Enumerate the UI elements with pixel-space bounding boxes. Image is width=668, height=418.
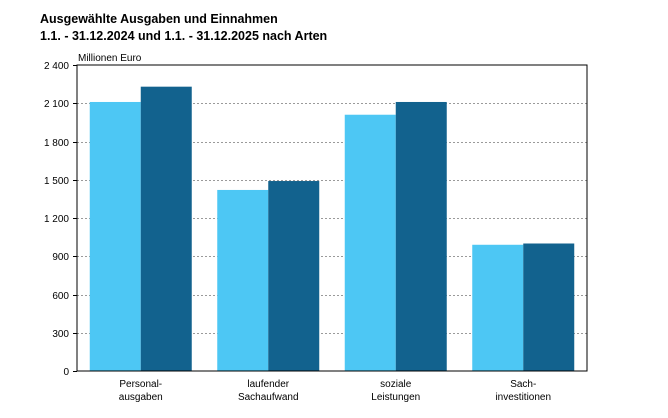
x-category-label: Sach- bbox=[510, 379, 536, 390]
y-tick-label: 1 500 bbox=[44, 176, 69, 187]
y-axis-ticks: 0 300 600 900 1 200 1 500 1 800 2 100 2 400 bbox=[44, 61, 77, 378]
chart-title: Ausgewählte Ausgaben und Einnahmen 1.1. … bbox=[40, 11, 327, 45]
bar bbox=[344, 114, 396, 371]
bar bbox=[268, 181, 320, 371]
title-line-2: 1.1. - 31.12.2024 und 1.1. - 31.12.2025 … bbox=[40, 29, 328, 43]
y-tick-label: 900 bbox=[52, 252, 69, 263]
x-category-label: soziale bbox=[380, 379, 412, 390]
bars bbox=[89, 86, 575, 372]
x-category-label: ausgaben bbox=[119, 392, 163, 403]
y-tick-label: 2 400 bbox=[44, 61, 69, 72]
bar bbox=[395, 101, 447, 371]
y-tick-label: 2 100 bbox=[44, 99, 69, 110]
y-unit-label: Millionen Euro bbox=[78, 53, 142, 64]
bar bbox=[89, 101, 141, 371]
x-axis-ticks: Personal-ausgaben laufender Sachaufwand soz… bbox=[119, 379, 551, 403]
x-category-label: Leistungen bbox=[371, 392, 420, 403]
x-category-label: Sachaufwand bbox=[238, 392, 299, 403]
y-tick-label: 600 bbox=[52, 291, 69, 302]
y-tick-label: 1 200 bbox=[44, 214, 69, 225]
y-tick-label: 300 bbox=[52, 329, 69, 340]
x-category-label: laufender bbox=[247, 379, 289, 390]
bar bbox=[140, 86, 192, 372]
x-category-label: Personal- bbox=[119, 379, 162, 390]
bar bbox=[472, 244, 524, 371]
y-tick-label: 0 bbox=[63, 367, 69, 378]
x-category-label: investitionen bbox=[495, 392, 551, 403]
title-line-1: Ausgewählte Ausgaben und Einnahmen bbox=[40, 12, 278, 26]
bar bbox=[523, 243, 575, 371]
bar bbox=[217, 189, 269, 371]
y-tick-label: 1 800 bbox=[44, 138, 69, 149]
